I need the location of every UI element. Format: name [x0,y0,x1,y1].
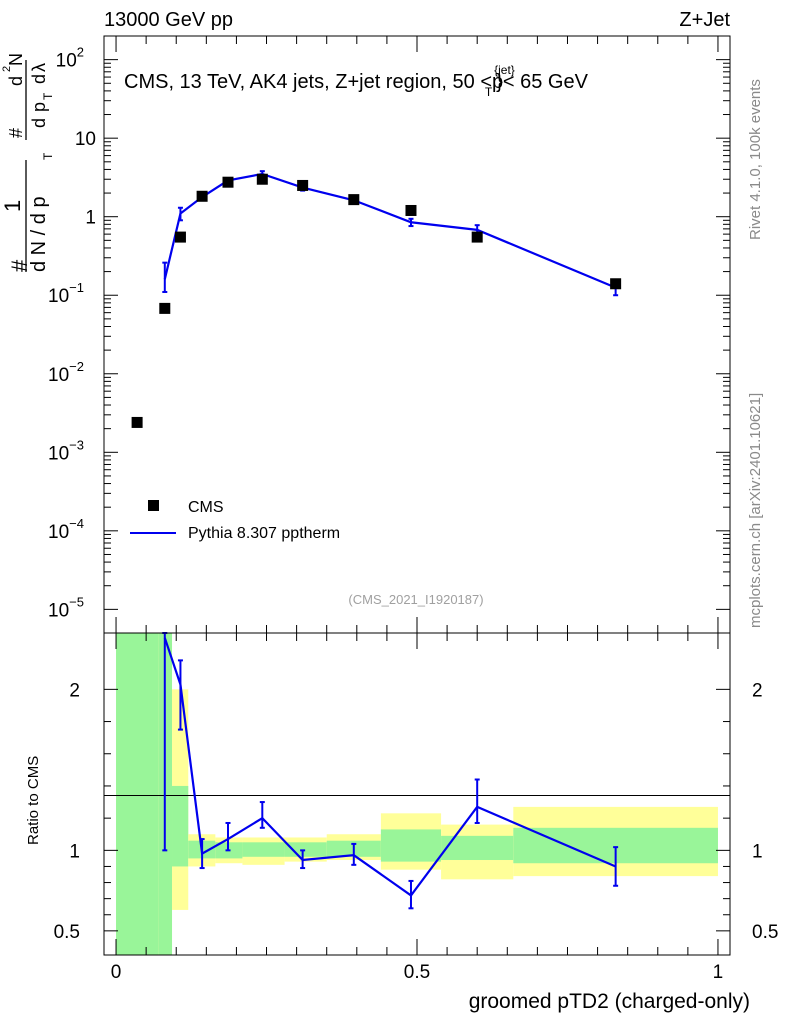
ylabel-d-top: d [29,118,49,128]
legend-label-mc: Pythia 8.307 pptherm [188,525,340,542]
main-panel-frame [103,35,731,634]
main-y-tick-exponent: −3 [69,437,84,452]
data-point [159,302,171,314]
ratio-band-inner [380,829,442,862]
main-y-tick-exponent: −1 [69,280,84,295]
ratio-band-inner [284,842,327,857]
main-y-tick-label: 10−3 [48,437,84,464]
ratio-panel-frame [103,632,731,956]
data-point [222,176,234,188]
main-mc-series [162,170,619,297]
mc-line [163,172,617,289]
header-left: 13000 GeV pp [104,9,233,31]
data-point [348,194,360,206]
analysis-watermark: (CMS_2021_I1920187) [348,592,483,607]
side-label-bottom: mcplots.cern.ch [arXiv:2401.10621] [747,393,764,628]
main-title-sup: {jet} [494,63,515,77]
main-axes: 102 10 1 10−1 10−2 10−3 10−4 10−5 [48,36,730,633]
main-y-tick-label: 10−2 [48,359,84,386]
main-y-tick-exponent: −4 [69,516,84,531]
data-point [131,416,143,428]
ratio-y-tick-label-right: 0.5 [752,922,778,943]
ratio-band-inner [242,842,285,857]
main-title-end: }< 65 GeV [496,71,588,93]
ylabel-one: 1 [0,200,25,212]
main-y-tick-label: 1 [85,208,96,229]
ratio-axes: 2 2 1 1 0.5 0.5 0 0.5 1 [54,633,778,983]
ratio-y-tick-label-left: 1 [69,841,80,862]
ylabel-d-numerator: d [6,76,26,86]
ylabel-hash-mid: # [6,128,26,138]
ratio-mc-line [163,637,617,897]
data-point [256,173,268,185]
legend-marker-data [148,500,159,511]
data-point [610,278,622,290]
main-title-text: CMS, 13 TeV, AK4 jets, Z+jet region, 50 … [124,71,503,93]
main-y-tick-exponent: −2 [69,359,84,374]
data-point [297,179,309,191]
main-y-tick-label: 102 [56,45,84,72]
xlabel: groomed pTD2 (charged-only) [469,990,750,1013]
ratio-y-tick-label-left: 0.5 [54,922,80,943]
main-y-tick-exponent: 2 [77,45,84,60]
ylabel-n: N [6,53,26,66]
ylabel-pt-sub: T [41,92,55,100]
ylabel-lambda: λ [29,63,49,72]
header-right: Z+Jet [679,9,730,31]
data-point [405,204,417,216]
main-y-tick-label: 10−5 [48,594,84,621]
main-data-series [131,173,622,428]
ratio-band-inner [116,633,159,955]
x-tick-label: 0 [111,962,122,983]
ylabel-exp2: 2 [1,66,13,72]
ylabel-dndpt-sub: T [41,152,55,160]
ratio-bands [116,633,718,955]
main-title: CMS, 13 TeV, AK4 jets, Z+jet region, 50 … [124,63,589,99]
ratio-y-tick-label-left: 2 [69,680,80,701]
x-tick-label: 0.5 [404,962,430,983]
main-y-tick-exponent: −5 [69,594,84,609]
main-y-tick-label: 10 [75,129,96,150]
data-point [471,231,483,243]
side-label-top: Rivet 4.1.0, 100k events [747,79,764,240]
ylabel-dndpt: d N / d p [28,196,50,272]
ylabel-pt: p [29,102,49,112]
ylabel-d-lambda: d [29,74,49,84]
main-y-tick-label: 10−4 [48,516,84,543]
data-point [174,231,186,243]
ratio-band-inner [172,785,189,867]
main-title-sub: T [485,85,493,99]
legend-label-data: CMS [188,499,224,516]
main-ylabel: # 1 d N / d p T # d p T d λ d 2 N [0,53,55,272]
ratio-y-tick-label-right: 2 [752,680,763,701]
ratio-y-tick-label-right: 1 [752,841,763,862]
main-y-tick-label: 10−1 [48,280,84,307]
ratio-ylabel: Ratio to CMS [25,756,42,845]
ratio-mc-series [162,632,619,910]
x-tick-label: 1 [713,962,724,983]
data-point [196,190,208,202]
